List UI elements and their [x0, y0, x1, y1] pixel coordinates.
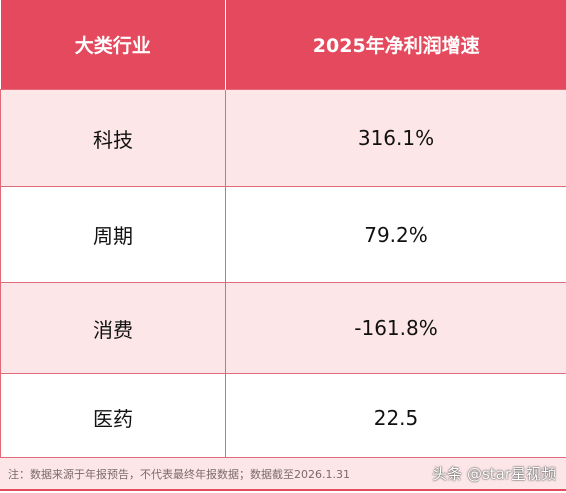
growth-cell: 79.2% — [225, 186, 566, 283]
table-row: 科技 316.1% — [0, 89, 566, 187]
footnote-bar: 注：数据来源于年报预告，不代表最终年报数据；数据截至2026.1.31 头条 @… — [0, 457, 566, 491]
table-row: 周期 79.2% — [0, 186, 566, 283]
footnote-text: 注：数据来源于年报预告，不代表最终年报数据；数据截至2026.1.31 — [8, 468, 350, 481]
table-row: 消费 -161.8% — [0, 282, 566, 374]
growth-cell: -161.8% — [225, 282, 566, 374]
industry-cell: 周期 — [0, 186, 226, 283]
industry-growth-table: 大类行业 2025年净利润增速 科技 316.1% 周期 79.2% 消费 -1… — [0, 0, 566, 461]
industry-cell: 科技 — [0, 89, 226, 187]
header-row: 大类行业 2025年净利润增速 — [0, 0, 566, 90]
growth-cell: 316.1% — [225, 89, 566, 187]
header-industry: 大类行业 — [0, 0, 226, 90]
growth-cell: 22.5 — [225, 373, 566, 461]
industry-cell: 消费 — [0, 282, 226, 374]
industry-cell: 医药 — [0, 373, 226, 461]
table-row: 医药 22.5 — [0, 373, 566, 461]
header-growth: 2025年净利润增速 — [225, 0, 566, 90]
watermark: 头条 @star星视频 — [432, 465, 556, 483]
